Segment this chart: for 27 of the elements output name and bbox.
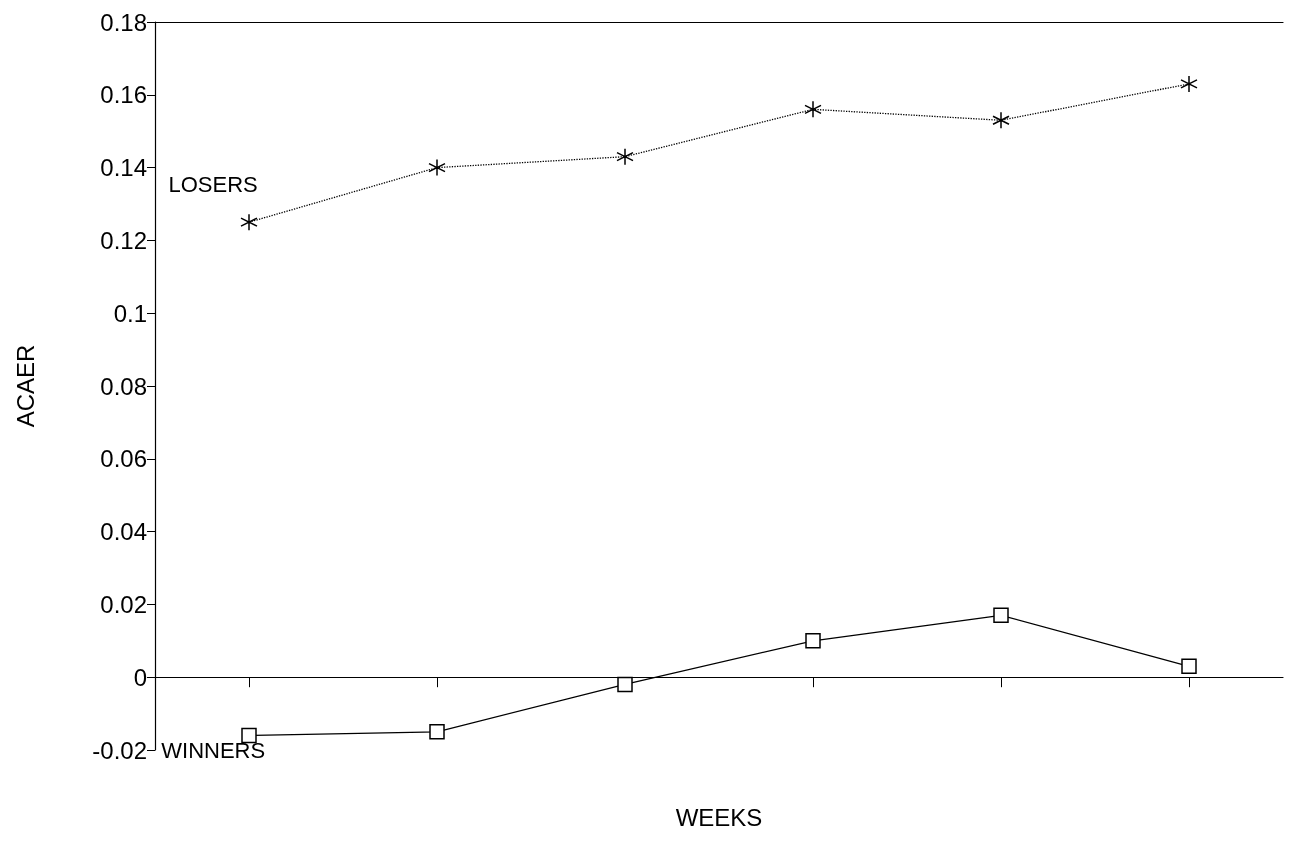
- series-label: WINNERS: [161, 738, 266, 764]
- point: [616, 147, 634, 166]
- point: [617, 676, 633, 693]
- y-tick-label: 0.12: [100, 226, 147, 254]
- point: [992, 111, 1010, 130]
- y-tick-label: 0.18: [100, 8, 147, 36]
- y-tick-label: 0: [133, 663, 147, 691]
- y-tick-label: 0.16: [100, 81, 147, 109]
- y-tick-label: 0.06: [100, 445, 147, 473]
- y-tick-label: 0.08: [100, 372, 147, 400]
- point: [429, 724, 445, 740]
- y-tick-label: 0.1: [113, 299, 147, 327]
- y-axis-title: ACAER: [11, 344, 39, 428]
- y-tick-label: 0.02: [100, 590, 147, 618]
- point: [1181, 658, 1197, 675]
- point: [428, 158, 446, 177]
- point: [240, 213, 258, 231]
- point: [805, 633, 821, 649]
- point: [804, 100, 822, 119]
- y-tick-label: 0.14: [100, 154, 147, 182]
- y-tick-label: -0.02: [92, 736, 147, 764]
- point: [241, 727, 257, 744]
- x-axis-title: WEEKS: [675, 803, 763, 831]
- point: [1180, 75, 1198, 93]
- series-label: LOSERS: [168, 172, 258, 198]
- y-tick-label: 0.04: [100, 518, 147, 546]
- point: [993, 607, 1009, 624]
